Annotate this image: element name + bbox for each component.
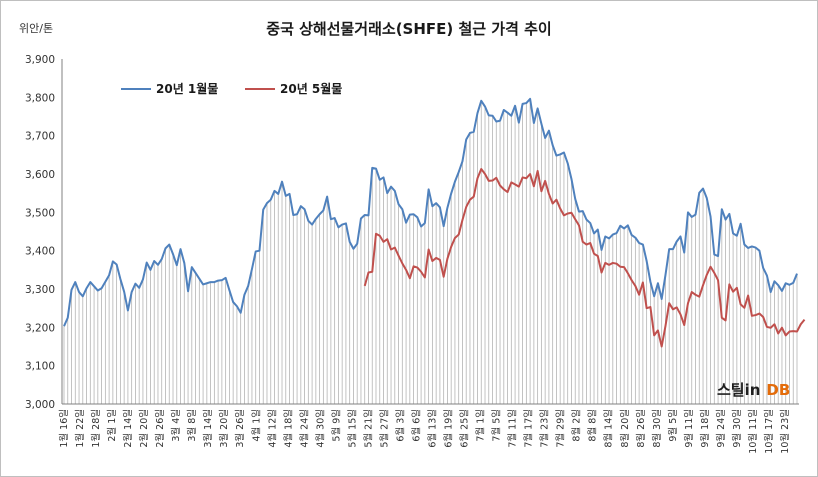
y-tick-label: 3,400 [25,246,55,258]
brand-logo: 스틸in DB [717,381,790,399]
y-tick-label: 3,500 [25,207,55,219]
x-tick-label: 8월 2일 [571,409,583,442]
x-tick-label: 3월 4일 [170,409,182,442]
axes [61,59,799,405]
brand-logo-part1: 스틸in [717,381,760,399]
x-tick-label: 3월 20일 [218,409,230,448]
y-tick-label: 3,600 [25,169,55,181]
x-tick-label: 3월 26일 [234,409,246,448]
legend: 20년 1월물 20년 5월물 [121,81,342,96]
series-layer [63,97,806,348]
x-tick-label: 4월 30일 [314,409,326,448]
legend-label-series-2: 20년 5월물 [280,81,342,96]
x-tick-label: 6월 13일 [427,409,439,448]
x-tick-label: 2월 14일 [122,409,134,448]
x-tick-label: 8월 8일 [587,409,599,442]
x-tick-label: 5월 15일 [346,409,358,448]
x-tick-label: 2월 26일 [154,409,166,448]
x-tick-label: 7월 17일 [523,409,535,448]
y-tick-label: 3,900 [25,54,55,66]
x-tick-label: 10월 17일 [763,409,775,454]
y-tick-label: 3,200 [25,322,55,334]
y-tick-label: 3,000 [25,399,55,411]
x-tick-label: 8월 14일 [603,409,615,448]
y-tick-label: 3,700 [25,131,55,143]
x-tick-label: 9월 5일 [667,409,679,442]
x-tick-label: 9월 11일 [683,409,695,448]
x-axis-ticks: 1월 16일 1월 22일 1월 28일 2월 1일 2월 14일 2월 20일 2월 26… [58,409,791,454]
x-tick-label: 5월 9일 [330,409,342,442]
series-line-1 [63,97,798,327]
chart-title: 중국 상해선물거래소(SHFE) 철근 가격 추이 [266,20,551,38]
x-tick-label: 1월 28일 [90,409,102,448]
y-tick-label: 3,800 [25,92,55,104]
x-tick-label: 4월 18일 [282,409,294,448]
x-tick-label: 5월 27일 [378,409,390,448]
x-tick-label: 7월 5일 [491,409,503,442]
x-tick-label: 4월 12일 [266,409,278,448]
x-tick-label: 1월 16일 [58,409,70,448]
x-tick-label: 3월 14일 [202,409,214,448]
x-tick-label: 6월 3일 [394,409,406,442]
y-tick-label: 3,300 [25,284,55,296]
x-tick-label: 4월 1일 [250,409,262,442]
x-tick-label: 3월 8일 [186,409,198,442]
x-tick-label: 9월 24일 [715,409,727,448]
y-tick-label: 3,100 [25,361,55,373]
x-tick-label: 1월 22일 [74,409,86,448]
x-tick-label: 4월 24일 [298,409,310,448]
x-tick-label: 5월 21일 [362,409,374,448]
series-line-2 [363,168,806,348]
x-tick-label: 6월 6일 [410,409,422,442]
x-tick-label: 10월 11일 [747,409,759,454]
brand-logo-part2: DB [766,381,790,399]
x-tick-label: 10월 23일 [779,409,791,454]
x-tick-label: 9월 30일 [731,409,743,448]
x-tick-label: 8월 30일 [651,409,663,448]
x-tick-label: 9월 18일 [699,409,711,448]
x-tick-label: 6월 19일 [443,409,455,448]
x-tick-label: 2월 20일 [138,409,150,448]
y-axis-unit-label: 위안/톤 [19,22,53,35]
y-axis-ticks: 3,000 3,100 3,200 3,300 3,400 3,500 3,600 3,700… [25,54,55,411]
x-tick-label: 7월 23일 [539,409,551,448]
legend-label-series-1: 20년 1월물 [156,81,218,96]
x-tick-label: 6월 25일 [459,409,471,448]
x-tick-label: 2월 1일 [106,409,118,442]
x-tick-label: 7월 11일 [507,409,519,448]
x-tick-label: 7월 1일 [475,409,487,442]
x-tick-label: 8월 20일 [619,409,631,448]
drop-lines [63,98,798,404]
x-tick-label: 8월 26일 [635,409,647,448]
x-tick-label: 7월 29일 [555,409,567,448]
